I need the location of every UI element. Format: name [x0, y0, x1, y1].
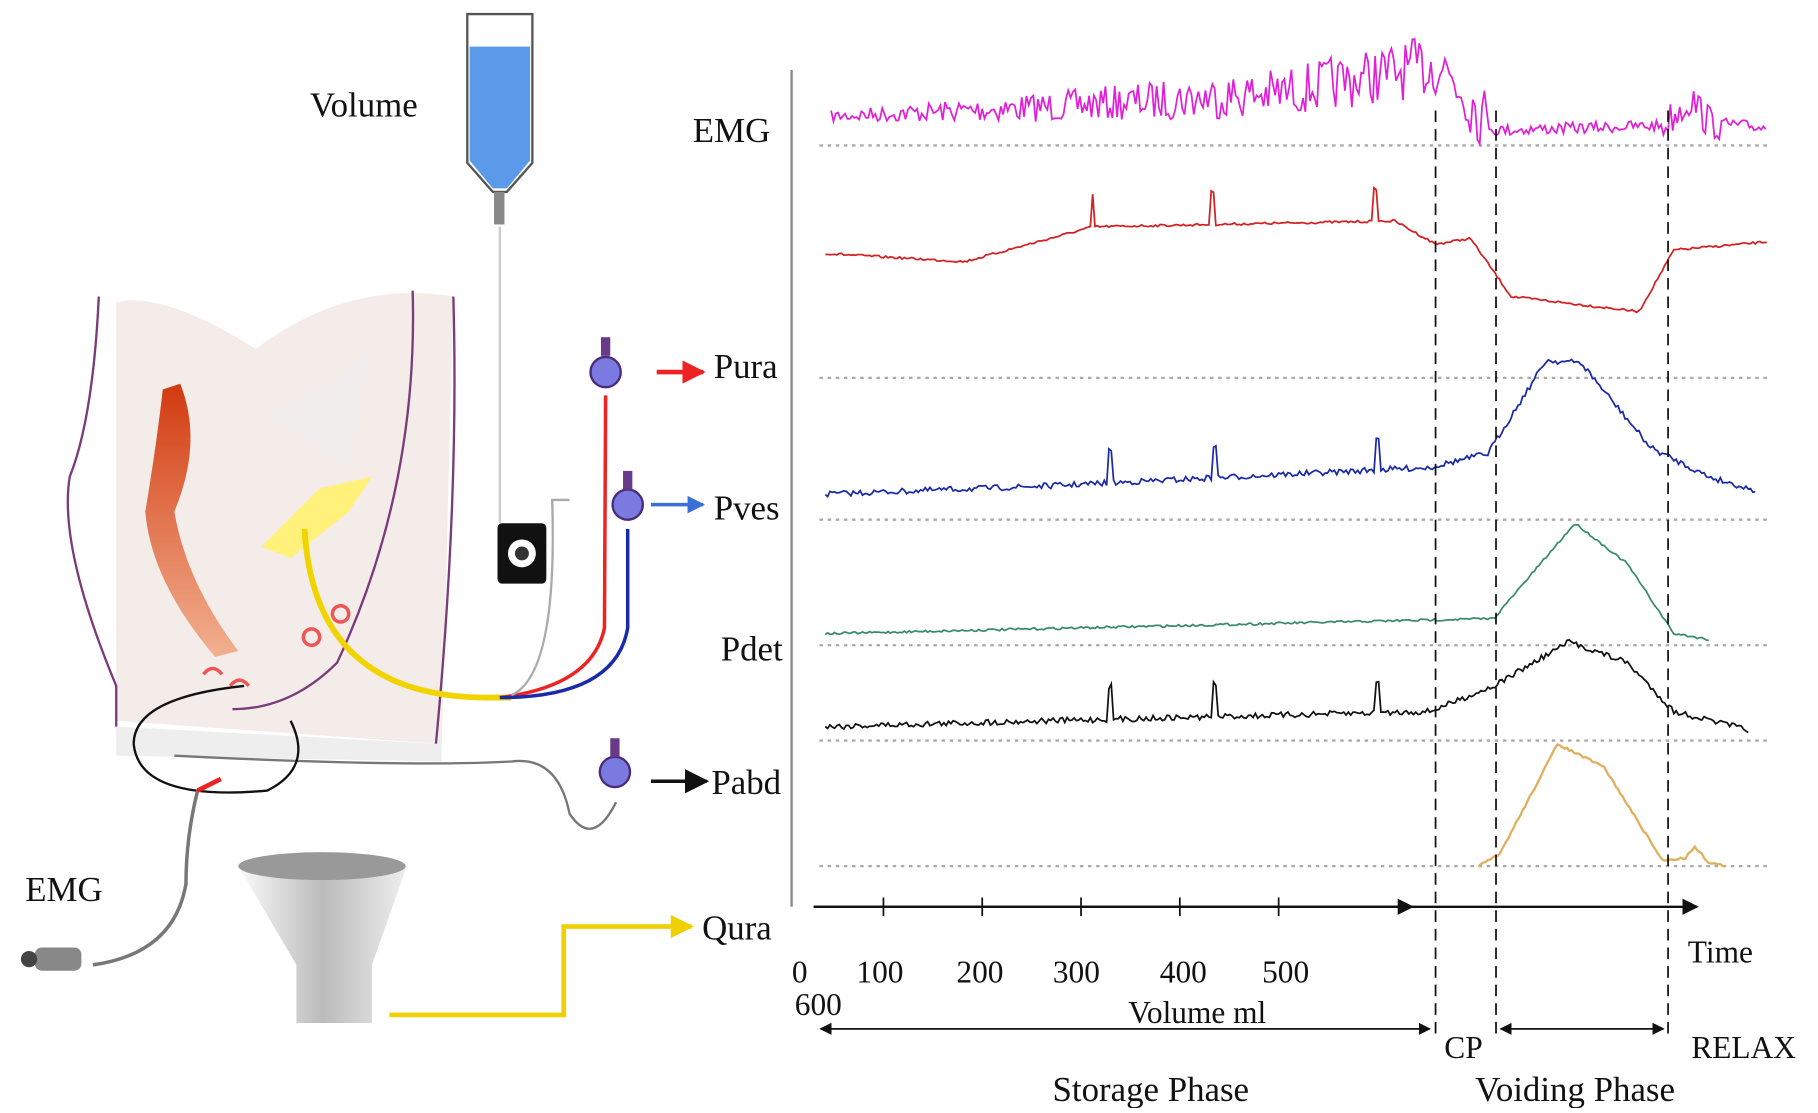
tick-label: 400: [1160, 954, 1207, 989]
channel-label: Qura: [702, 908, 772, 947]
trace: [824, 358, 1756, 498]
phase-label: Storage Phase: [1053, 1070, 1250, 1108]
channel-label: Pabd: [711, 763, 781, 802]
volume-label: Volume: [310, 85, 418, 124]
emg-probe-label: EMG: [25, 870, 102, 909]
channel-label: Pdet: [721, 629, 783, 668]
channel-label: EMG: [693, 111, 770, 150]
trace: [824, 638, 1749, 734]
phase-label: RELAX: [1691, 1030, 1796, 1065]
phase-dividers: [1434, 110, 1669, 1041]
channel-label: Pves: [714, 489, 780, 528]
traces: [819, 38, 1767, 868]
tick-label: 600: [795, 987, 842, 1022]
channel-label: Pura: [714, 347, 778, 386]
axis-title: Time: [1688, 935, 1753, 970]
tick-label: 100: [856, 954, 903, 989]
anatomy: [20, 12, 710, 1024]
trace: [824, 523, 1709, 642]
axis-title: Volume ml: [1128, 995, 1266, 1030]
trace: [1477, 742, 1726, 868]
trace: [830, 38, 1767, 147]
phase-label: Voiding Phase: [1475, 1070, 1675, 1108]
tick-label: 300: [1053, 954, 1100, 989]
tick-label: 500: [1262, 954, 1309, 989]
axis-ticks: [882, 897, 1280, 917]
tick-label: 200: [956, 954, 1003, 989]
trace: [825, 185, 1767, 314]
phase-label: CP: [1444, 1030, 1482, 1065]
tick-label: 0: [792, 954, 808, 989]
